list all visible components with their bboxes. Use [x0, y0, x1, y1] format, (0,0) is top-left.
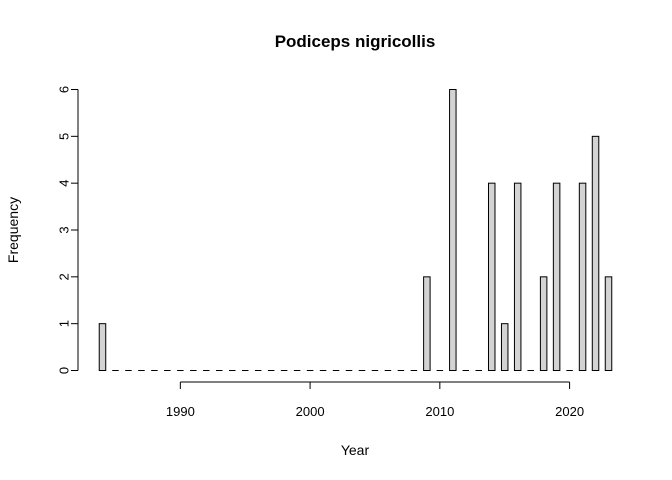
- y-tick-label: 2: [57, 273, 72, 280]
- bar-2021: [578, 182, 587, 371]
- bar-2009: [423, 276, 431, 372]
- bar-2014: [487, 182, 496, 371]
- bars-group: [98, 89, 613, 372]
- bar-2018: [539, 276, 548, 372]
- bar-2015: [500, 323, 509, 371]
- y-tick-label: 4: [57, 180, 72, 187]
- x-tick-label: 2000: [296, 404, 325, 419]
- x-tick-label: 2020: [555, 404, 584, 419]
- y-tick-label: 1: [57, 320, 72, 327]
- bar-2016: [513, 182, 522, 371]
- bar-2011: [449, 89, 457, 371]
- y-tick-label: 5: [57, 133, 72, 140]
- y-tick-label: 0: [57, 367, 72, 374]
- chart-title: Podiceps nigricollis: [275, 32, 436, 51]
- x-axis: 1990 2000 2010 2020: [166, 381, 584, 419]
- x-axis-label: Year: [341, 442, 370, 458]
- bar-1984: [98, 323, 107, 371]
- bar-2019: [552, 182, 561, 371]
- x-tick-label: 1990: [166, 404, 195, 419]
- y-tick-label: 3: [57, 226, 72, 233]
- x-tick-label: 2010: [425, 404, 454, 419]
- y-axis: 0 1 2 3 4 5 6: [57, 86, 79, 374]
- bar-2022: [591, 135, 600, 371]
- y-axis-label: Frequency: [5, 197, 21, 263]
- y-tick-label: 6: [57, 86, 72, 93]
- bar-2023: [604, 276, 613, 372]
